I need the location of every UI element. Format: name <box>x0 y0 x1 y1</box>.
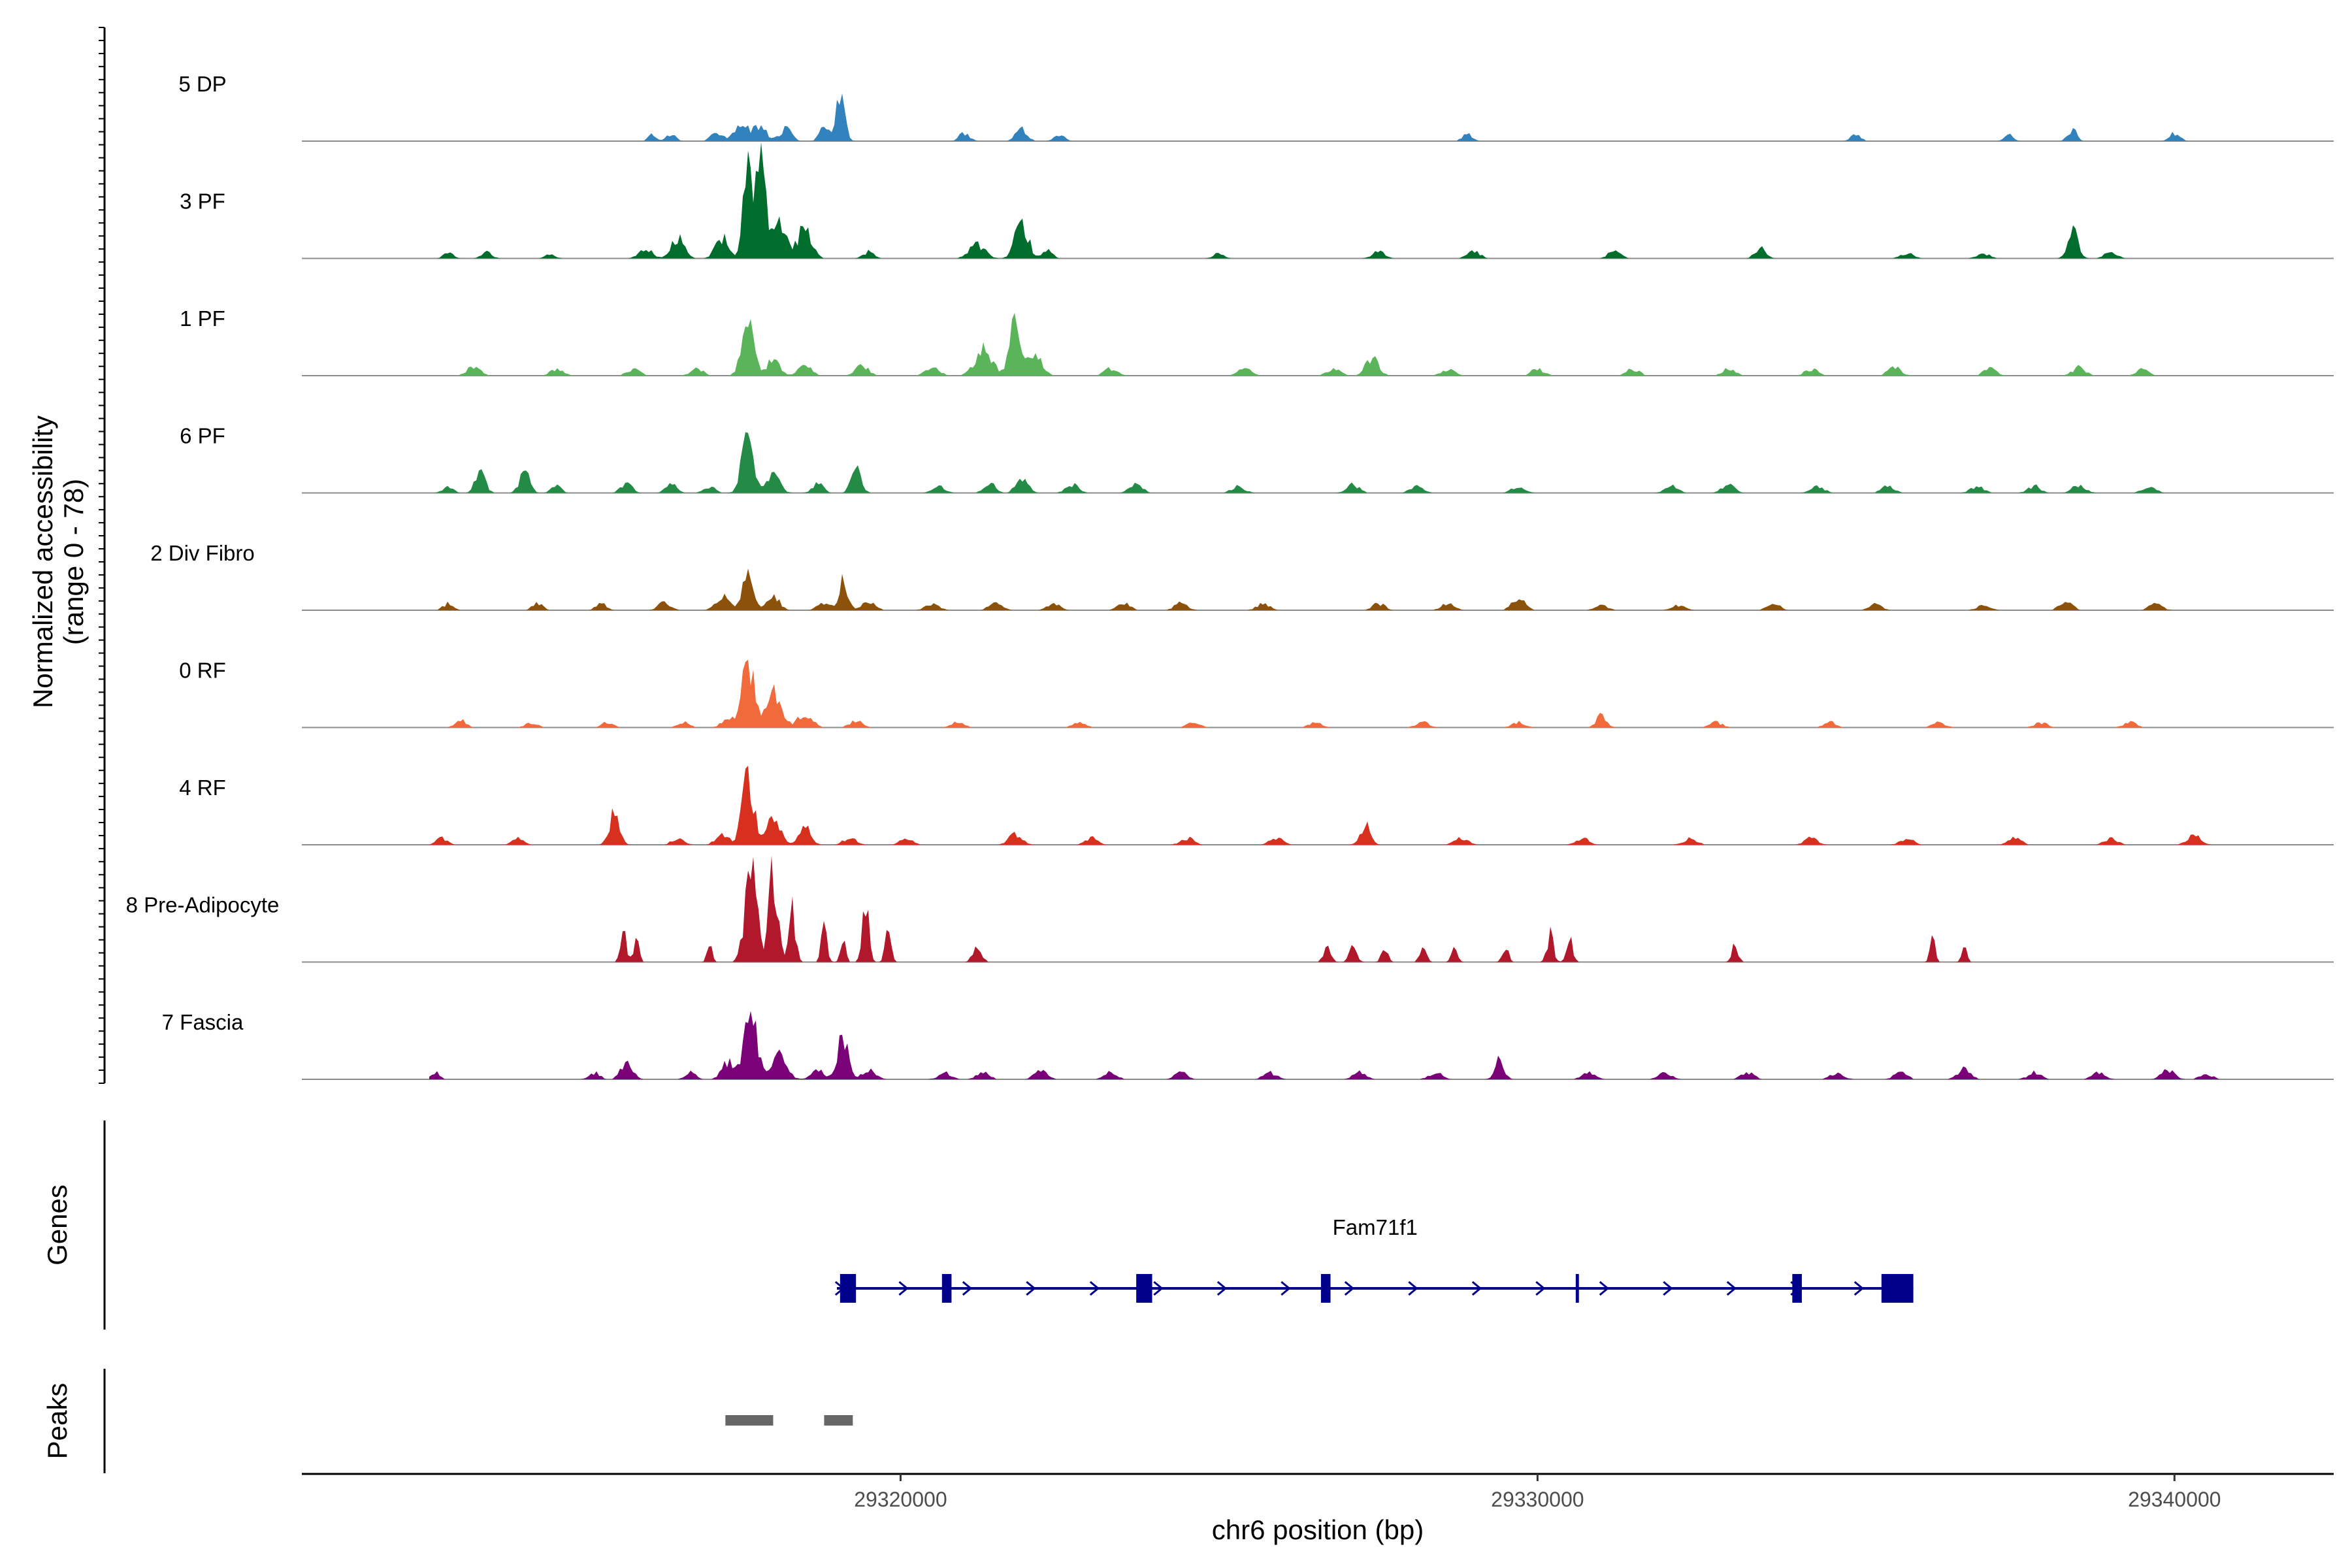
track-label: 3 PF <box>180 189 225 214</box>
genes-axis-title: Genes <box>42 1184 73 1266</box>
strand-arrow <box>1599 1281 1610 1296</box>
track-4-rf: 4 RF <box>179 766 2334 845</box>
peak-region <box>824 1415 853 1426</box>
strand-arrow <box>1344 1281 1355 1296</box>
track-1-pf: 1 PF <box>180 306 2334 376</box>
track-6-pf: 6 PF <box>180 424 2334 494</box>
x-axis-title: chr6 position (bp) <box>1212 1514 1424 1545</box>
x-tick-label: 29320000 <box>854 1488 947 1511</box>
track-label: 8 Pre-Adipocyte <box>126 893 280 917</box>
track-label: 2 Div Fibro <box>150 541 255 565</box>
coverage-area <box>429 855 2226 962</box>
coverage-area <box>429 93 2226 141</box>
gene-track: Fam71f1 <box>834 1215 1914 1303</box>
gene-exon <box>1881 1274 1914 1303</box>
y-axis-title: Normalized accessibility <box>27 416 58 708</box>
track-label: 4 RF <box>179 776 226 800</box>
track-label: 0 RF <box>179 659 226 683</box>
strand-arrow <box>1854 1281 1865 1296</box>
gene-exon <box>1136 1274 1152 1303</box>
y-axis-bracket <box>99 27 106 1084</box>
coverage-area <box>429 432 2226 493</box>
track-label: 6 PF <box>180 424 225 448</box>
gene-exon <box>1575 1274 1579 1303</box>
track-5-dp: 5 DP <box>178 72 2334 142</box>
track-label: 1 PF <box>180 306 225 331</box>
x-axis-ticks: 29320000 29330000 29340000 <box>854 1474 2221 1511</box>
coverage-tracks: 5 DP 3 PF 1 PF 6 PF 2 Div Fibro 0 RF 4 RF 8 Pre… <box>126 72 2334 1080</box>
track-label: 5 DP <box>178 72 226 96</box>
coverage-area <box>429 142 2226 259</box>
coverage-area <box>429 1011 2226 1079</box>
gene-exon <box>1792 1274 1802 1303</box>
y-axis-range-label: (range 0 - 78) <box>58 479 89 645</box>
strand-arrow <box>1281 1281 1291 1296</box>
strand-arrow <box>898 1281 909 1296</box>
strand-arrow <box>1663 1281 1673 1296</box>
track-8-pre-adipocyte: 8 Pre-Adipocyte <box>126 855 2334 963</box>
x-tick-label: 29340000 <box>2128 1488 2221 1511</box>
track-7-fascia: 7 Fascia <box>162 1010 2334 1080</box>
gene-exon <box>941 1274 952 1303</box>
strand-arrow <box>1153 1281 1164 1296</box>
peaks-axis-title: Peaks <box>42 1383 73 1460</box>
coverage-area <box>429 312 2226 376</box>
strand-arrow <box>962 1281 973 1296</box>
strand-arrow <box>1471 1281 1482 1296</box>
strand-arrow <box>1408 1281 1418 1296</box>
track-0-rf: 0 RF <box>179 659 2334 728</box>
track-label: 7 Fascia <box>162 1010 244 1034</box>
strand-arrow <box>1217 1281 1228 1296</box>
strand-arrow <box>1026 1281 1036 1296</box>
peak-region <box>725 1415 774 1426</box>
gene-exon <box>1320 1274 1331 1303</box>
gene-name-label: Fam71f1 <box>1333 1215 1418 1239</box>
gene-exon <box>840 1274 857 1303</box>
strand-arrow <box>1726 1281 1737 1296</box>
strand-arrow <box>1089 1281 1100 1296</box>
strand-arrow <box>1535 1281 1546 1296</box>
peaks-track <box>725 1415 853 1426</box>
track-2-div-fibro: 2 Div Fibro <box>150 541 2334 611</box>
track-3-pf: 3 PF <box>180 142 2334 259</box>
coverage-area <box>429 659 2226 728</box>
x-tick-label: 29330000 <box>1491 1488 1584 1511</box>
coverage-area <box>429 766 2226 845</box>
coverage-area <box>429 568 2226 610</box>
